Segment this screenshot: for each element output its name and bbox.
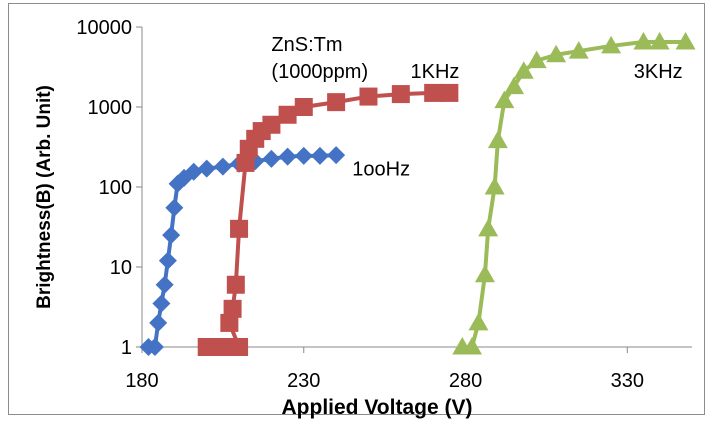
y-tick-label: 1000	[88, 97, 133, 119]
data-point	[165, 198, 184, 217]
data-point	[484, 177, 505, 195]
data-point	[327, 93, 346, 112]
x-tick-label: 280	[449, 370, 482, 392]
x-axis-ticks: 180 230 280 330	[125, 347, 644, 392]
chart-frame	[8, 3, 705, 415]
data-point	[197, 338, 216, 356]
data-point	[213, 338, 232, 356]
chart-annotation: 1ooHz	[352, 158, 410, 180]
data-point	[310, 146, 329, 165]
x-tick-label: 180	[125, 370, 158, 392]
data-point	[487, 130, 508, 149]
data-point	[294, 146, 313, 165]
data-point	[149, 313, 168, 332]
data-point	[152, 294, 171, 313]
data-point	[504, 76, 525, 95]
data-point	[478, 218, 499, 237]
data-point	[391, 85, 410, 104]
data-point	[468, 312, 489, 331]
y-tick-label: 1	[121, 337, 132, 359]
y-tick-label: 100	[99, 177, 132, 199]
data-point	[675, 31, 696, 50]
data-point	[474, 264, 495, 283]
data-point	[633, 31, 654, 50]
data-point	[294, 98, 313, 116]
x-tick-label: 230	[287, 370, 320, 392]
y-tick-label: 10	[110, 257, 132, 279]
y-tick-label: 10000	[76, 17, 132, 39]
data-point	[162, 226, 181, 245]
data-point	[278, 147, 297, 166]
data-point	[462, 337, 482, 355]
series-1khz	[197, 83, 459, 356]
data-point	[327, 146, 346, 165]
data-point	[546, 44, 567, 63]
y-axis-ticks: 1 10 100 1000 10000	[76, 17, 142, 359]
data-point	[601, 35, 622, 54]
data-point	[236, 153, 255, 172]
data-point	[649, 31, 670, 50]
series-layer	[139, 31, 696, 356]
data-point	[262, 149, 281, 168]
chart-annotation: ZnS:Tm	[271, 34, 342, 56]
data-point	[223, 299, 242, 318]
data-point	[145, 338, 164, 356]
data-point	[359, 87, 378, 106]
data-point	[220, 313, 239, 332]
data-point	[230, 219, 249, 238]
data-point	[155, 275, 174, 294]
data-point	[568, 41, 589, 59]
plot-area: 1 10 100 1000 10000 180 230 280 330 ZnS:Tm (1000…	[76, 17, 696, 392]
data-point	[230, 338, 249, 356]
y-axis-title: Brightness(B) (Arb. Unit)	[34, 85, 55, 309]
data-point	[226, 275, 245, 294]
data-point	[197, 159, 216, 178]
data-point	[424, 83, 443, 102]
series-1oohz	[139, 146, 346, 356]
annotation-layer: ZnS:Tm (1000ppm) 1KHz 3KHz 1ooHz	[271, 34, 682, 180]
x-axis-title: Applied Voltage (V)	[282, 396, 473, 419]
data-point	[262, 115, 281, 134]
chart-annotation: 1KHz	[411, 61, 460, 83]
chart-annotation: 3KHz	[634, 61, 683, 83]
chart-annotation: (1000ppm)	[271, 61, 368, 83]
data-point	[494, 90, 515, 109]
series-3khz	[452, 31, 696, 355]
data-point	[158, 251, 177, 270]
data-point	[213, 157, 232, 176]
data-point	[440, 83, 459, 102]
data-point	[526, 50, 547, 69]
data-point	[184, 162, 203, 181]
data-point	[513, 61, 534, 79]
data-point	[278, 105, 297, 124]
x-tick-label: 330	[611, 370, 644, 392]
